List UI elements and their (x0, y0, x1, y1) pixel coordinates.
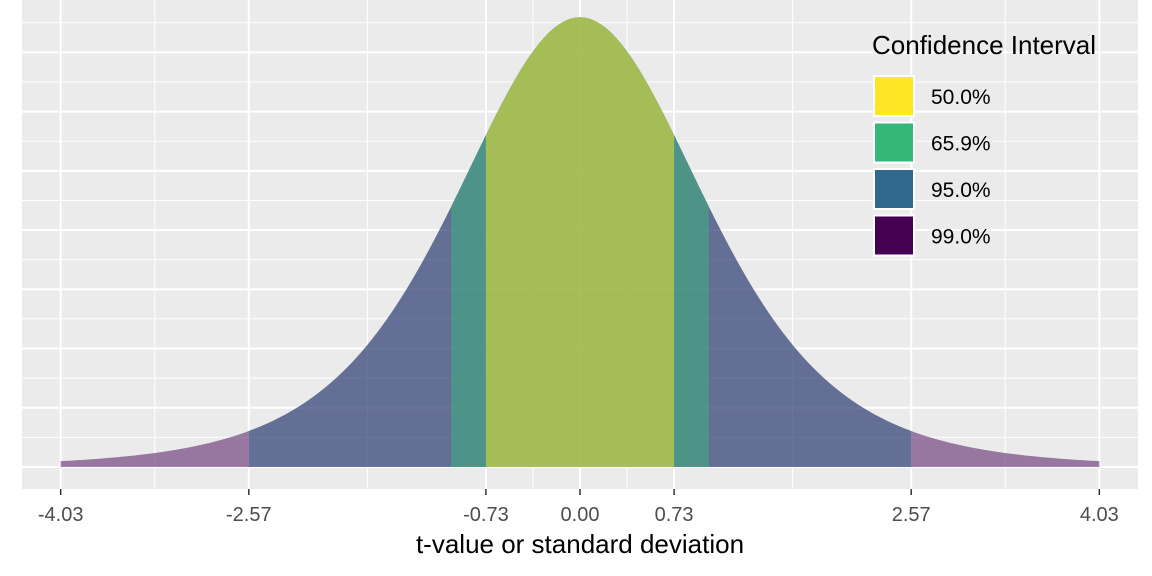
area-500 (485, 17, 675, 468)
x-axis-title: t-value or standard deviation (416, 529, 744, 559)
legend-label: 95.0% (931, 179, 991, 202)
x-axis-tick-labels: -4.03 -2.57 -0.73 0.00 0.73 2.57 4.03 (38, 504, 1119, 526)
legend-label: 50.0% (931, 86, 991, 109)
x-tick-label: -2.57 (226, 504, 272, 526)
legend-title: Confidence Interval (872, 30, 1096, 60)
x-tick-label: -4.03 (38, 504, 84, 526)
legend-swatch (875, 77, 913, 115)
legend-swatch (875, 123, 913, 162)
x-tick-label: 4.03 (1080, 504, 1119, 526)
x-tick-label: 0.00 (561, 504, 600, 526)
density-areas (60, 17, 1100, 468)
legend-label: 65.9% (931, 133, 991, 156)
legend-swatch (875, 170, 913, 208)
x-tick-label: 0.73 (655, 504, 694, 526)
x-tick-label: 2.57 (892, 504, 931, 526)
legend-label: 99.0% (931, 226, 991, 249)
x-axis-ticks (59, 489, 1101, 495)
x-tick-label: -0.73 (463, 504, 509, 526)
legend: Confidence Interval 50.0% 65.9% 95.0% 99.0% (872, 30, 1096, 257)
legend-swatch (875, 216, 913, 255)
